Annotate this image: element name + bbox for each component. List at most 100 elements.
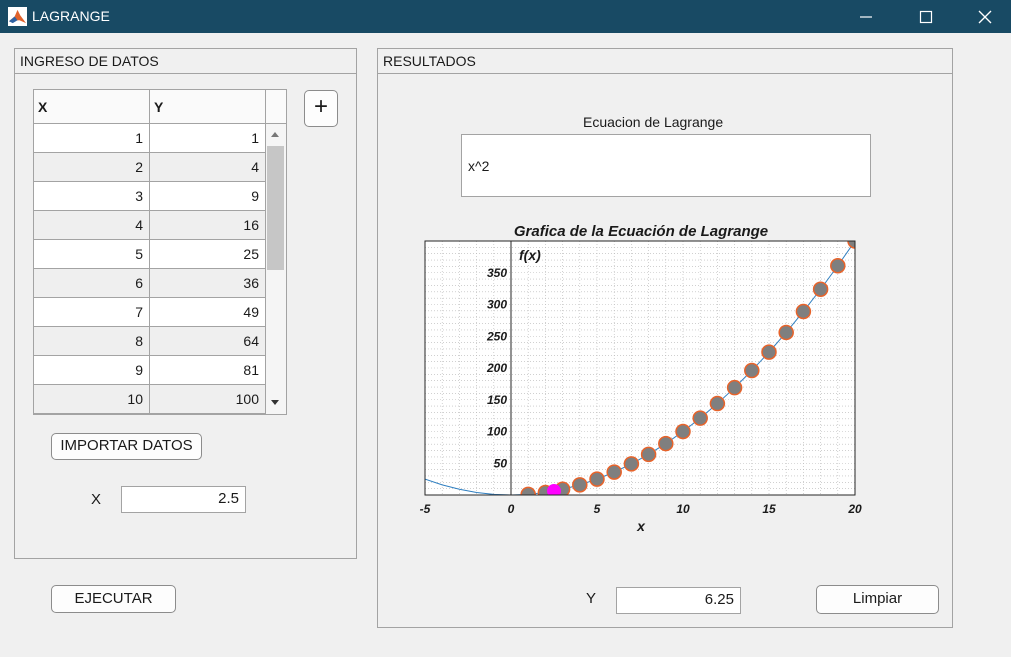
cell-y[interactable]: 64 [150,327,266,355]
data-point [589,471,605,487]
cell-y[interactable]: 81 [150,356,266,384]
scroll-up-icon[interactable] [271,132,279,137]
table-row[interactable]: 4 16 [34,211,266,240]
column-header-y[interactable]: Y [150,90,266,123]
data-point [623,456,640,472]
table-row[interactable]: 6 36 [34,269,266,298]
x-tick-label: 10 [676,502,690,516]
cell-x[interactable]: 10 [34,385,150,413]
add-row-button[interactable]: + [304,90,338,127]
cell-y[interactable]: 36 [150,269,266,297]
table-row[interactable]: 7 49 [34,298,266,327]
cell-y[interactable]: 100 [150,385,266,413]
x-axis-label: x [636,518,646,534]
minimize-button[interactable] [843,0,889,33]
maximize-button[interactable] [903,0,949,33]
cell-x[interactable]: 8 [34,327,150,355]
plot-area [425,241,855,495]
table-row[interactable]: 9 81 [34,356,266,385]
table-row[interactable]: 8 64 [34,327,266,356]
cell-y[interactable]: 4 [150,153,266,181]
x-tick-label: 5 [594,502,601,516]
y-tick-label: 100 [487,425,507,439]
results-panel-title: RESULTADOS [378,49,952,74]
y-tick-label: 50 [494,456,508,470]
data-point [830,258,846,274]
cell-x[interactable]: 4 [34,211,150,239]
cell-x[interactable]: 3 [34,182,150,210]
results-panel: RESULTADOS Ecuacion de Lagrange x^2 Y 6.… [377,48,953,628]
x-tick-label: 20 [847,502,862,516]
column-header-x[interactable]: X [34,90,150,123]
data-point [795,303,812,320]
close-icon [978,10,992,23]
lagrange-chart[interactable]: Grafica de la Ecuación de Lagrange -5 0 5 1… [410,215,910,545]
maximize-icon [919,10,933,23]
close-button[interactable] [962,0,1008,33]
x-value-input[interactable]: 2.5 [121,486,246,513]
data-point [606,464,622,480]
x-tick-label: 0 [508,502,515,516]
data-point [812,281,829,298]
clear-button[interactable]: Limpiar [816,585,939,614]
data-table[interactable]: X Y 1 1 2 4 3 9 4 16 5 25 6 36 7 49 [33,89,287,415]
cell-y[interactable]: 9 [150,182,266,210]
data-point [744,362,760,379]
x-tick-label: 15 [762,502,776,516]
cell-x[interactable]: 7 [34,298,150,326]
data-point [658,435,674,452]
table-scrollbar[interactable] [266,124,286,414]
y-tick-label: 250 [486,329,507,343]
data-point [675,423,691,440]
matlab-icon [8,7,27,26]
x-input-label: X [91,491,102,508]
execute-button[interactable]: EJECUTAR [51,585,176,613]
equation-output[interactable]: x^2 [461,134,871,197]
y-tick-label: 150 [487,393,507,407]
table-row[interactable]: 5 25 [34,240,266,269]
data-point [847,241,855,249]
cell-x[interactable]: 1 [34,124,150,152]
cell-x[interactable]: 6 [34,269,150,297]
cell-y[interactable]: 25 [150,240,266,268]
input-panel-title: INGRESO DE DATOS [15,49,356,74]
scroll-thumb[interactable] [267,146,284,270]
scroll-down-icon[interactable] [271,400,279,405]
data-point [520,486,536,495]
y-output-label: Y [586,590,597,607]
cell-y[interactable]: 16 [150,211,266,239]
title-bar: LAGRANGE [0,0,1011,33]
data-point [709,395,726,412]
table-row[interactable]: 1 1 [34,124,266,153]
y-tick-label: 300 [487,298,507,312]
minimize-icon [860,15,872,18]
data-point [640,446,657,463]
y-tick-label: 350 [487,266,507,280]
plot-series [425,241,855,495]
cell-y[interactable]: 49 [150,298,266,326]
data-point [726,379,743,396]
data-point [778,324,794,341]
table-row[interactable]: 3 9 [34,182,266,211]
y-axis-label: f(x) [519,247,541,263]
evaluated-point [547,484,561,495]
equation-label: Ecuacion de Lagrange [583,114,724,130]
cell-x[interactable]: 9 [34,356,150,384]
table-row[interactable]: 2 4 [34,153,266,182]
input-panel: INGRESO DE DATOS X Y 1 1 2 4 3 9 4 16 5 … [14,48,357,559]
data-point [761,344,777,360]
y-tick-label: 200 [486,361,507,375]
y-value-output[interactable]: 6.25 [616,587,741,614]
cell-y[interactable]: 1 [150,124,266,152]
chart-title: Grafica de la Ecuación de Lagrange [514,223,768,240]
cell-x[interactable]: 5 [34,240,150,268]
import-data-button[interactable]: IMPORTAR DATOS [51,433,202,460]
data-point [572,477,588,493]
table-header: X Y [34,90,286,124]
cell-x[interactable]: 2 [34,153,150,181]
data-point [692,410,708,426]
table-row[interactable]: 10 100 [34,385,266,414]
plot-border [424,240,856,496]
x-tick-label: -5 [420,502,431,516]
window-title: LAGRANGE [32,8,110,24]
